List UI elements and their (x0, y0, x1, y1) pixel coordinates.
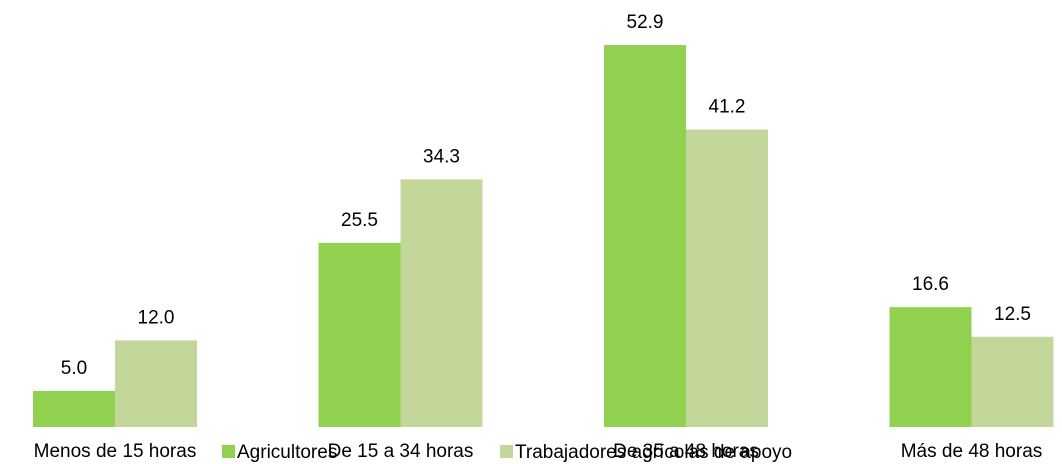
bar (33, 390, 115, 427)
value-label: 25.5 (341, 210, 378, 231)
value-label: 52.9 (627, 12, 664, 33)
x-tick-label: De 15 a 34 horas (328, 441, 474, 462)
value-label: 12.5 (994, 304, 1031, 325)
value-label: 41.2 (709, 97, 746, 118)
bar (686, 129, 768, 427)
bar (318, 242, 401, 427)
bar (889, 307, 972, 427)
legend-label: Trabajadores agrícolas de apoyo (515, 442, 792, 463)
bar (604, 45, 686, 427)
value-label: 5.0 (61, 358, 87, 379)
value-label: 34.3 (423, 146, 460, 167)
value-label: 12.0 (138, 307, 175, 328)
bar (971, 336, 1054, 427)
legend-swatch (500, 445, 513, 458)
value-label: 16.6 (912, 274, 949, 295)
x-tick-label: Más de 48 horas (901, 441, 1043, 462)
legend-swatch (222, 445, 235, 458)
bar (115, 340, 197, 427)
x-tick-label: Menos de 15 horas (34, 441, 197, 462)
bar (400, 179, 483, 427)
legend-label: Agricultores (237, 442, 337, 463)
x-tick-label: De 35 a 48 horas (613, 441, 759, 462)
